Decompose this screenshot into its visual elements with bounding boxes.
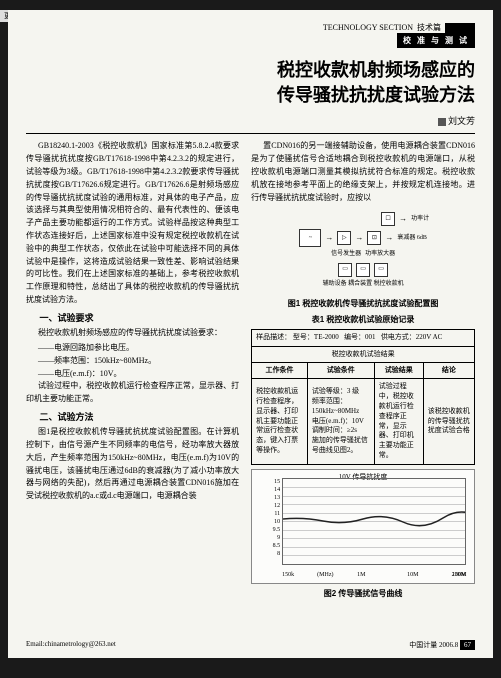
diagram-label-power: 功率计 [411, 215, 429, 225]
paragraph-1: GB18240.1-2003《税控收款机》国家标准第5.8.2.4款要求传导骚扰… [26, 140, 239, 306]
table-header-4: 结论 [423, 363, 474, 379]
section-1-title: 一、试验要求 [26, 311, 239, 325]
section-2-title: 二、试验方法 [26, 410, 239, 424]
table-row: 税控收款机试验结果 [252, 346, 475, 362]
diagram-node-pc: ☐ [381, 212, 395, 226]
table-header-3: 试验结果 [374, 363, 423, 379]
tech-section-cn: 技术篇 [417, 22, 441, 33]
footer-pub: 中国计量 2006.8 [409, 641, 458, 649]
article-title: 税控收款机射频场感应的 传导骚扰抗扰度试验方法 [26, 58, 475, 108]
footer-email: Email:chinametrology@263.net [26, 640, 116, 650]
table-cell-1: 税控收款机运行检查程序，显示器、打印机主要功能正常运行检查状态，键入打票等操作。 [252, 379, 308, 464]
diagram-label-sig: 信号发生器 [331, 250, 361, 260]
table-header-2: 试验条件 [307, 363, 374, 379]
arrow-icon: → [325, 232, 333, 245]
arrow-icon: → [399, 213, 407, 226]
diagram-node-aux: ▭ [338, 263, 352, 277]
requirement-2: ——频率范围：150kHz~80MHz。 [26, 355, 239, 368]
diagram-node-couple: ▭ [356, 263, 370, 277]
arrow-icon: → [385, 232, 393, 245]
requirement-3: ——电压(e.m.f)：10V。 [26, 368, 239, 381]
table-cell-4: 该税控收款机的传导骚扰抗扰度试验合格 [423, 379, 474, 464]
page-number: 67 [460, 640, 475, 650]
header-black-box [445, 23, 475, 33]
diagram-node-meter: ⊡ [367, 231, 381, 245]
header-subtitle: 校 准 与 测 试 [397, 33, 475, 48]
diagram-label-atten: 衰减器 6dB [397, 234, 427, 244]
chart-xlabel: (MHz) [317, 571, 333, 581]
table-1: 样品描述： 型号：TE-2000 编号：001 供电方式：220V AC 税控收… [251, 329, 475, 465]
table-row: 样品描述： 型号：TE-2000 编号：001 供电方式：220V AC [252, 330, 475, 347]
author-marker-icon [438, 118, 446, 126]
requirement-1: ——电源回路加参比电压。 [26, 342, 239, 355]
arrow-icon: → [355, 232, 363, 245]
section-1-text: 试验过程中，税控收款机运行检查程序正常，显示器、打印机主要功能正常。 [26, 380, 239, 406]
result-header: 税控收款机试验结果 [252, 346, 475, 362]
author-name: 刘文芳 [448, 116, 475, 126]
title-line2: 传导骚扰抗扰度试验方法 [26, 83, 475, 108]
page-container: TECHNOLOGY SECTION 技术篇 校 准 与 测 试 税控收款机射频… [8, 10, 493, 658]
table-header-1: 工作条件 [252, 363, 308, 379]
table-sample-row: 样品描述： 型号：TE-2000 编号：001 供电方式：220V AC [252, 330, 475, 347]
figure-2-caption: 图2 传导骚扰信号曲线 [251, 588, 475, 601]
figure-1-diagram: ☐ → 功率计 ~ → ▷ → ⊡ → 衰减器 6dB 信号发生器 [251, 208, 475, 293]
diagram-label-amp: 功率放大器 [365, 250, 395, 260]
section-1-intro: 税控收款机射频场感应的传导骚扰抗扰度试验要求： [26, 327, 239, 340]
chart-xlabel: 10M [407, 571, 418, 581]
section-2-text: 图1是税控收款机传导骚扰抗扰度试验配置图。在计算机控制下，由信号源产生不同频率的… [26, 426, 239, 503]
table-row: 税控收款机运行检查程序，显示器、打印机主要功能正常运行检查状态，键入打票等操作。… [252, 379, 475, 464]
left-column: GB18240.1-2003《税控收款机》国家标准第5.8.2.4款要求传导骚扰… [26, 140, 239, 600]
sample-no: 编号：001 [344, 333, 376, 341]
chart-curve-svg [283, 479, 465, 564]
author-line: 刘文芳 [26, 114, 475, 127]
diagram-node-signal: ~ [299, 229, 321, 247]
tech-section-en: TECHNOLOGY SECTION [323, 23, 413, 32]
sample-power: 供电方式：220V AC [381, 333, 443, 341]
diagram-label-bottom: 辅助设备 耦合装置 税控收款机 [323, 280, 404, 290]
content-columns: GB18240.1-2003《税控收款机》国家标准第5.8.2.4款要求传导骚扰… [26, 140, 475, 600]
sample-type: 型号：TE-2000 [293, 333, 339, 341]
chart-ylabel: 8 [254, 550, 280, 560]
paragraph-2-right: 置CDN016的另一端接辅助设备，使用电源耦合装置CDN016是为了使骚扰信号合… [251, 140, 475, 204]
figure-2-chart: 10V 传导抗扰度 15 14 13 12 11 10 9.5 9 8.5 8 [251, 469, 475, 584]
title-line1: 税控收款机射频场感应的 [26, 58, 475, 83]
chart-xlabel: 1M [357, 571, 365, 581]
table-row: 工作条件 试验条件 试验结果 结论 [252, 363, 475, 379]
chart-xlabel: 150k [282, 571, 294, 581]
chart-plot-area [282, 478, 466, 565]
title-divider [26, 133, 475, 134]
sample-desc-label: 样品描述： [256, 333, 291, 341]
diagram-node-dut: ▭ [374, 263, 388, 277]
chart-xlabel: 230M [452, 571, 466, 581]
page-footer: Email:chinametrology@263.net 中国计量 2006.8… [26, 640, 475, 650]
figure-1-caption: 图1 税控收款机传导骚扰抗扰度试验配置图 [251, 298, 475, 311]
page-header: TECHNOLOGY SECTION 技术篇 校 准 与 测 试 [26, 22, 475, 48]
right-column: 置CDN016的另一端接辅助设备，使用电源耦合装置CDN016是为了使骚扰信号合… [251, 140, 475, 600]
table-cell-2: 试验等级：3 级 频率范围：150kHz~80MHz 电压(e.m.f)：10V… [307, 379, 374, 464]
table-cell-3: 试验过程中，税控收款机运行检查程序正常，显示器、打印机主要功能正常。 [374, 379, 423, 464]
diagram-node-amp: ▷ [337, 231, 351, 245]
table-1-title: 表1 税控收款机试验原始记录 [251, 314, 475, 327]
